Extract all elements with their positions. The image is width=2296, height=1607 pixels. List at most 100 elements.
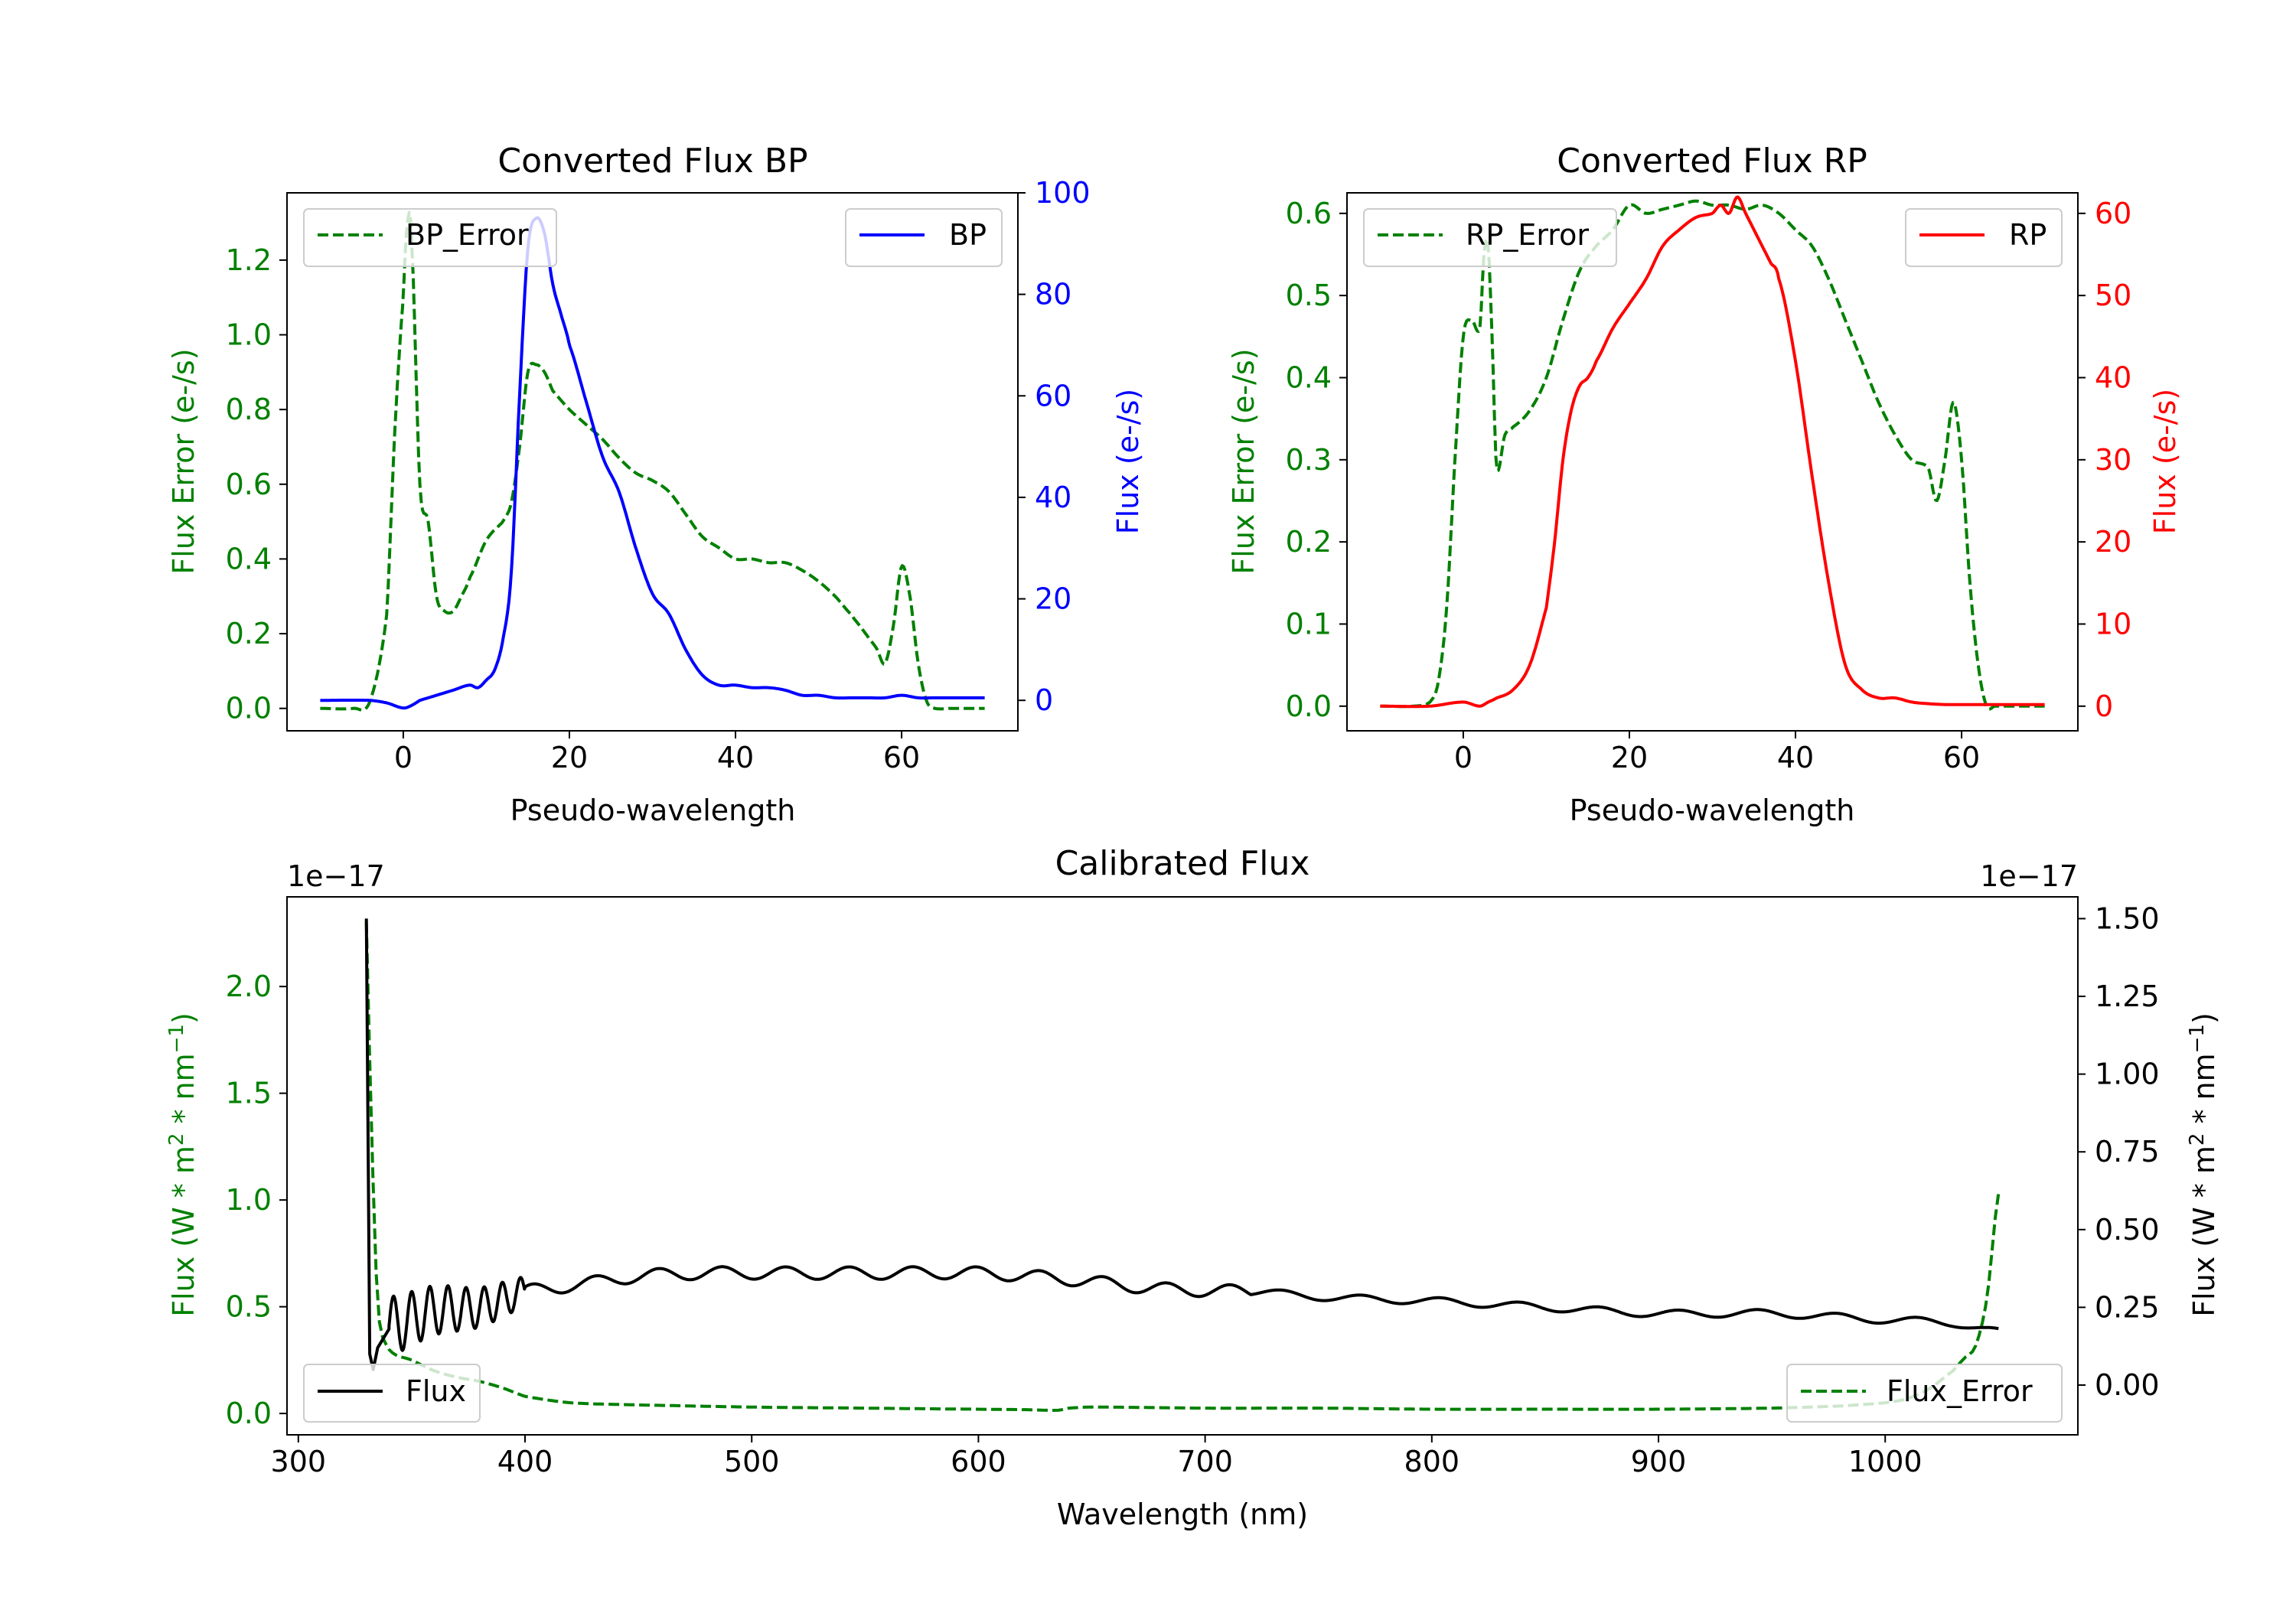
rp-axes-frame <box>1346 192 2079 732</box>
cal-xtick-label: 800 <box>1404 1445 1460 1478</box>
bp-plot-area <box>320 210 985 712</box>
cal-title: Calibrated Flux <box>1055 844 1310 883</box>
cal-legend-flux: Flux <box>303 1364 481 1423</box>
cal-ytick-right-label: 0.75 <box>2095 1135 2160 1169</box>
rp-ytick-right-label: 50 <box>2095 279 2131 312</box>
cal-ytick-left-label: 1.5 <box>226 1077 272 1110</box>
rp-ytick-right-label: 30 <box>2095 443 2131 477</box>
rp-panel: Converted Flux RP 0 20 40 60 0.0 0.1 0.2 0.3 0.4… <box>1227 142 2182 827</box>
cal-xlabel: Wavelength (nm) <box>1057 1498 1308 1531</box>
cal-legend-flux-box <box>303 1364 481 1423</box>
rp-ytick-left-label: 0.0 <box>1286 689 1332 723</box>
cal-legend-error-label: Flux_Error <box>1887 1374 2033 1408</box>
bp-legend-flux: BP <box>845 208 1003 267</box>
bp-ytick-left-label: 1.2 <box>226 243 272 277</box>
bp-ytick-left-label: 0.6 <box>226 468 272 501</box>
bp-axes-frame <box>286 192 1019 732</box>
rp-legend-flux-box <box>1905 208 2063 267</box>
rp-xtick-label: 20 <box>1611 741 1648 774</box>
rp-xtick-label: 40 <box>1777 741 1814 774</box>
rp-xtick-label: 0 <box>1454 741 1473 774</box>
bp-legend-error-label: BP_Error <box>406 218 529 252</box>
cal-ticks: 300 400 500 600 700 800 900 1000 0.0 0.5 1.0 1.5 2.0… <box>226 901 2160 1478</box>
bp-ytick-right-label: 100 <box>1035 176 1091 210</box>
cal-ylabel-left: Flux (W * m2 * nm−1) <box>165 1012 201 1317</box>
bp-ylabel-right: Flux (e-/s) <box>1111 389 1145 534</box>
rp-ytick-left-label: 0.6 <box>1286 197 1332 230</box>
bp-ylabel-left: Flux Error (e-/s) <box>167 348 201 574</box>
rp-ytick-left-label: 0.3 <box>1286 443 1332 477</box>
rp-ytick-right-label: 40 <box>2095 360 2131 394</box>
bp-ytick-right-label: 0 <box>1035 683 1053 717</box>
rp-legend-error-box <box>1363 208 1617 267</box>
cal-plot-area <box>364 918 2001 1412</box>
cal-ytick-right-label: 0.50 <box>2095 1213 2160 1247</box>
rp-ylabel-right: Flux (e-/s) <box>2148 389 2182 534</box>
cal-ytick-left-label: 2.0 <box>226 970 272 1003</box>
bp-legend-error-box <box>303 208 557 267</box>
cal-ytick-left-label: 0.5 <box>226 1290 272 1324</box>
bp-legend-flux-label: BP <box>949 218 987 252</box>
cal-xtick-label: 600 <box>951 1445 1006 1478</box>
cal-ytick-left-label: 1.0 <box>226 1183 272 1217</box>
rp-ytick-left-label: 0.5 <box>1286 279 1332 312</box>
cal-legend-error: Flux_Error <box>1786 1364 2063 1423</box>
bp-ytick-right-label: 60 <box>1035 379 1071 412</box>
rp-ytick-left-label: 0.4 <box>1286 360 1332 394</box>
cal-axes-frame <box>286 896 2079 1436</box>
bp-xtick-label: 20 <box>551 741 588 774</box>
bp-ytick-right-label: 40 <box>1035 481 1071 514</box>
cal-xtick-label: 700 <box>1177 1445 1233 1478</box>
bp-series-bp <box>320 216 985 710</box>
rp-ylabel-left: Flux Error (e-/s) <box>1227 348 1261 574</box>
bp-ytick-left-label: 0.8 <box>226 393 272 426</box>
rp-title: Converted Flux RP <box>1557 142 1867 181</box>
rp-ytick-right-label: 60 <box>2095 197 2131 230</box>
cal-series-flux-error <box>364 922 2001 1412</box>
bp-title: Converted Flux BP <box>497 142 807 181</box>
rp-legend-error: RP_Error <box>1363 208 1617 267</box>
rp-ytick-right-label: 10 <box>2095 607 2131 641</box>
rp-ytick-left-label: 0.1 <box>1286 607 1332 641</box>
bp-legend-error: BP_Error <box>303 208 557 267</box>
cal-xtick-label: 1000 <box>1848 1445 1923 1478</box>
cal-ytick-left-label: 0.0 <box>226 1397 272 1430</box>
cal-series-flux <box>364 918 2000 1371</box>
rp-ytick-right-label: 0 <box>2095 689 2113 723</box>
cal-legend-error-box <box>1786 1364 2063 1423</box>
rp-xtick-label: 60 <box>1943 741 1980 774</box>
bp-ytick-left-label: 1.0 <box>226 318 272 352</box>
bp-ytick-left-label: 0.0 <box>226 692 272 725</box>
cal-xtick-label: 900 <box>1631 1445 1687 1478</box>
cal-ytick-right-label: 0.00 <box>2095 1368 2160 1402</box>
rp-legend-error-label: RP_Error <box>1466 218 1589 252</box>
rp-ticks: 0 20 40 60 0.0 0.1 0.2 0.3 0.4 0.5 0.6 0 10 20 30 40 50 6… <box>1286 197 2132 774</box>
bp-ytick-right-label: 80 <box>1035 278 1071 311</box>
bp-ytick-left-label: 0.2 <box>226 617 272 650</box>
calibrated-panel: Calibrated Flux 1e−17 1e−17 300 400 500 600… <box>165 844 2221 1531</box>
cal-xtick-label: 500 <box>724 1445 780 1478</box>
bp-legend-flux-box <box>845 208 1003 267</box>
bp-panel: Converted Flux BP 0 20 40 60 0.0 0.2 0.4 0.6 0.8… <box>167 142 1145 827</box>
bp-series-bp-error <box>320 210 985 712</box>
bp-xtick-label: 0 <box>394 741 413 774</box>
rp-legend-flux: RP <box>1905 208 2063 267</box>
cal-ytick-right-label: 0.25 <box>2095 1290 2160 1324</box>
cal-ytick-right-label: 1.00 <box>2095 1058 2160 1091</box>
cal-xtick-label: 300 <box>271 1445 327 1478</box>
rp-ytick-left-label: 0.2 <box>1286 525 1332 559</box>
bp-xtick-label: 40 <box>717 741 754 774</box>
cal-xtick-label: 400 <box>497 1445 553 1478</box>
cal-offset-left: 1e−17 <box>287 859 385 893</box>
bp-ytick-right-label: 20 <box>1035 582 1071 616</box>
bp-ytick-left-label: 0.4 <box>226 542 272 575</box>
bp-ticks: 0 20 40 60 0.0 0.2 0.4 0.6 0.8 1.0 1.2 0 20 40 60 80 100 <box>226 176 1091 774</box>
cal-ylabel-right: Flux (W * m2 * nm−1) <box>2186 1012 2221 1317</box>
cal-legend-flux-label: Flux <box>406 1374 466 1408</box>
rp-plot-area <box>1380 195 2045 711</box>
rp-ytick-right-label: 20 <box>2095 525 2131 559</box>
rp-series-rp <box>1380 195 2045 709</box>
rp-series-rp-error <box>1380 199 2045 711</box>
cal-offset-right: 1e−17 <box>1980 859 2078 893</box>
